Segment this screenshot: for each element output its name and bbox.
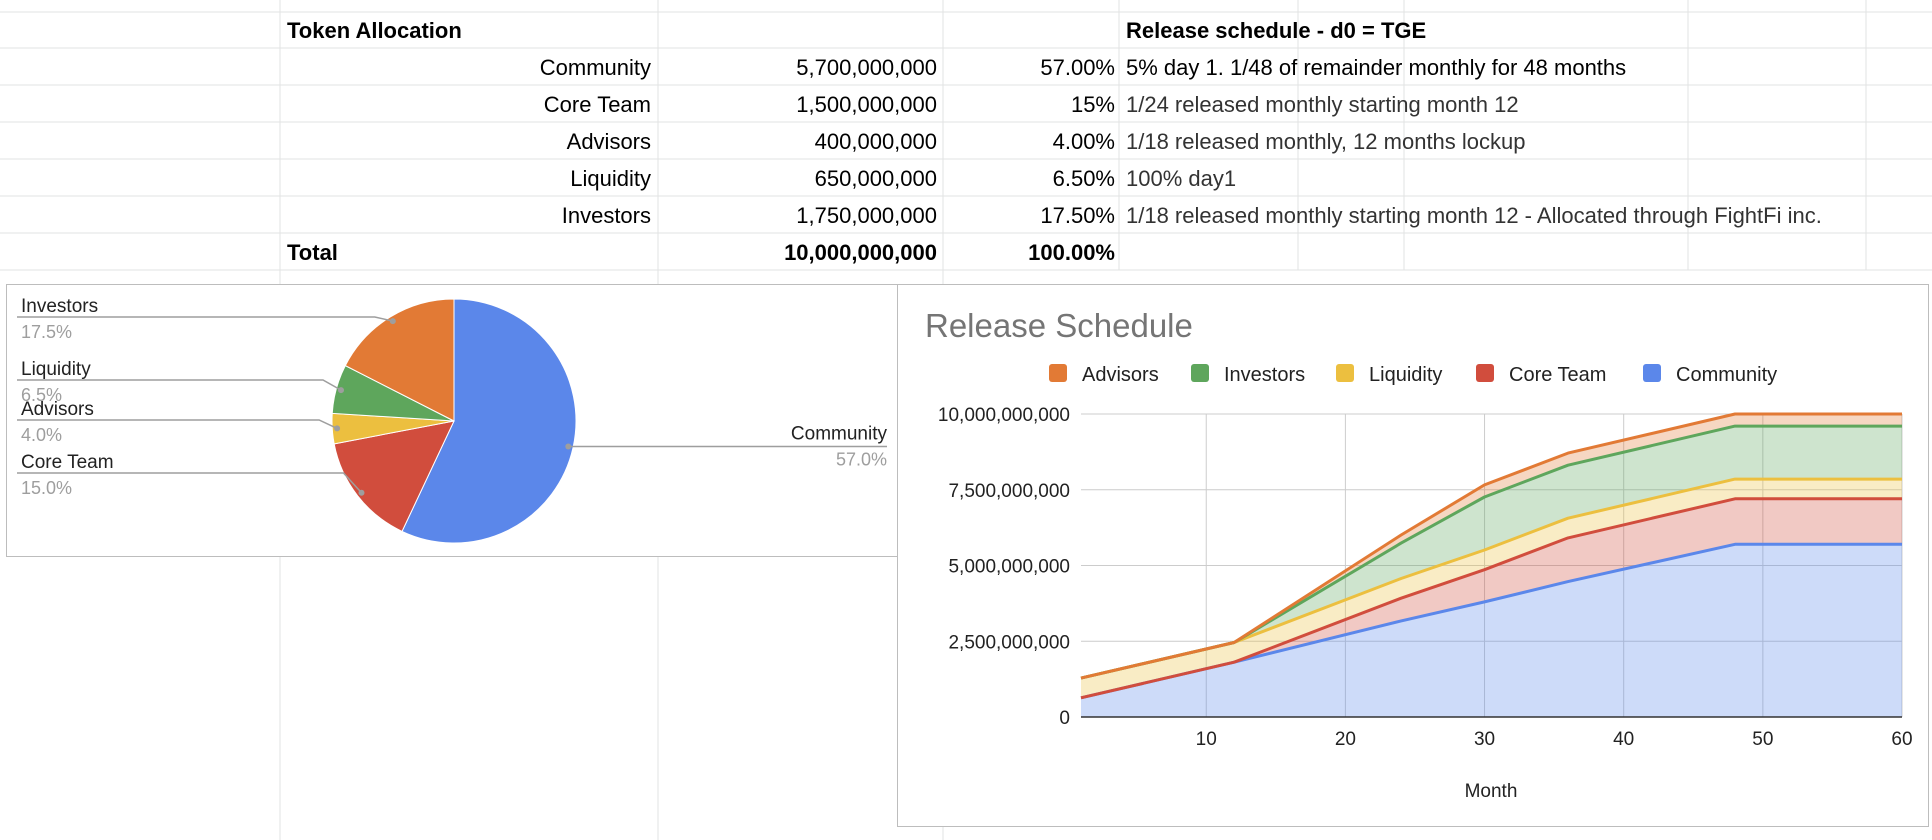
pie-slice-investors[interactable]	[344, 298, 455, 422]
pie-label-name-community: Community	[791, 424, 888, 445]
pie-label-community: Community 57.0%	[565, 424, 887, 470]
area-chart-canvas: Release Schedule Advisors Investors Liquidi…	[925, 307, 1913, 802]
pie-label-value-liquidity: 6.5%	[21, 385, 62, 405]
x-tick-label: 50	[1752, 729, 1773, 750]
legend-item-liquidity[interactable]: Liquidity	[1336, 364, 1442, 386]
chart-title: Release Schedule	[925, 307, 1193, 344]
y-tick-label: 7,500,000,000	[948, 481, 1070, 502]
pie-label-value-investors: 17.5%	[21, 322, 72, 342]
row-investors-amount[interactable]: 1,750,000,000	[796, 203, 937, 228]
y-tick-label: 2,500,000,000	[948, 632, 1070, 653]
row-investors-name[interactable]: Investors	[561, 203, 651, 228]
row-liquidity-amount[interactable]: 650,000,000	[814, 166, 937, 191]
legend-swatch-liquidity	[1336, 364, 1354, 382]
pie-label-value-community: 57.0%	[836, 450, 887, 470]
pie-label-liquidity: Liquidity 6.5%	[17, 359, 344, 405]
pie-slice-community[interactable]	[401, 298, 577, 544]
legend-swatch-community	[1643, 364, 1661, 382]
row-liquidity-schedule[interactable]: 100% day1	[1126, 166, 1237, 191]
pie-label-name-core-team: Core Team	[21, 452, 114, 473]
legend-swatch-core-team	[1476, 364, 1494, 382]
token-allocation-header[interactable]: Token Allocation	[287, 18, 462, 43]
legend-item-core-team[interactable]: Core Team	[1476, 364, 1606, 386]
line-advisors[interactable]	[1080, 412, 1902, 680]
legend-label-liquidity: Liquidity	[1369, 364, 1442, 386]
x-tick-label: 10	[1196, 729, 1217, 750]
release-schedule-header[interactable]: Release schedule - d0 = TGE	[1126, 18, 1427, 43]
row-investors-schedule[interactable]: 1/18 released monthly starting month 12 …	[1126, 203, 1822, 228]
pie-label-advisors: Advisors 4.0%	[17, 399, 341, 445]
line-core-team[interactable]	[1080, 497, 1902, 700]
legend-label-investors: Investors	[1224, 364, 1305, 386]
row-advisors-name[interactable]: Advisors	[566, 129, 651, 154]
row-liquidity-percent[interactable]: 6.50%	[1052, 166, 1115, 191]
pie-label-name-advisors: Advisors	[21, 399, 94, 420]
y-tick-label: 0	[1059, 708, 1070, 729]
y-tick-label: 10,000,000,000	[938, 405, 1070, 426]
release-schedule-chart[interactable]: Release Schedule Advisors Investors Liquidi…	[897, 284, 1929, 827]
total-amount[interactable]: 10,000,000,000	[784, 240, 937, 265]
legend-swatch-investors	[1191, 364, 1209, 382]
row-core-team-schedule[interactable]: 1/24 released monthly starting month 12	[1126, 92, 1519, 117]
pie-label-investors: Investors 17.5%	[17, 296, 396, 342]
legend-item-community[interactable]: Community	[1643, 364, 1777, 386]
legend-label-community: Community	[1676, 364, 1777, 386]
row-liquidity-name[interactable]: Liquidity	[570, 166, 651, 191]
legend-label-core-team: Core Team	[1509, 364, 1606, 386]
row-community-name[interactable]: Community	[539, 55, 651, 80]
total-label[interactable]: Total	[287, 240, 338, 265]
pie-label-value-core-team: 15.0%	[21, 478, 72, 498]
pie-label-name-liquidity: Liquidity	[21, 359, 91, 380]
row-advisors-schedule[interactable]: 1/18 released monthly, 12 months lockup	[1126, 129, 1526, 154]
legend-item-advisors[interactable]: Advisors	[1049, 364, 1159, 386]
row-community-percent[interactable]: 57.00%	[1040, 55, 1115, 80]
legend-label-advisors: Advisors	[1082, 364, 1159, 386]
row-advisors-percent[interactable]: 4.00%	[1052, 129, 1115, 154]
pie-slice-core-team[interactable]	[333, 420, 455, 533]
y-tick-label: 5,000,000,000	[948, 557, 1070, 578]
pie-chart-canvas: Community 57.0% Core Team 15.0% Advisors 4.0%…	[17, 296, 887, 544]
legend-swatch-advisors	[1049, 364, 1067, 382]
area-liquidity[interactable]	[1081, 479, 1902, 698]
row-community-amount[interactable]: 5,700,000,000	[796, 55, 937, 80]
row-core-team-amount[interactable]: 1,500,000,000	[796, 92, 937, 117]
row-core-team-percent[interactable]: 15%	[1070, 92, 1115, 117]
x-tick-label: 30	[1474, 729, 1495, 750]
total-percent[interactable]: 100.00%	[1028, 240, 1115, 265]
row-advisors-amount[interactable]: 400,000,000	[814, 129, 937, 154]
legend-item-investors[interactable]: Investors	[1191, 364, 1305, 386]
allocation-pie-chart[interactable]: Community 57.0% Core Team 15.0% Advisors 4.0%…	[6, 284, 900, 557]
x-tick-label: 60	[1891, 729, 1912, 750]
x-tick-label: 20	[1335, 729, 1356, 750]
x-axis-label: Month	[1465, 781, 1518, 802]
row-core-team-name[interactable]: Core Team	[543, 92, 651, 117]
row-investors-percent[interactable]: 17.50%	[1040, 203, 1115, 228]
pie-label-value-advisors: 4.0%	[21, 425, 62, 445]
area-community[interactable]	[1081, 544, 1902, 717]
x-tick-label: 40	[1613, 729, 1634, 750]
pie-label-name-investors: Investors	[21, 296, 98, 317]
row-community-schedule[interactable]: 5% day 1. 1/48 of remainder monthly for …	[1126, 55, 1627, 80]
area-investors[interactable]	[1081, 426, 1902, 679]
pie-label-core-team: Core Team 15.0%	[17, 452, 365, 498]
